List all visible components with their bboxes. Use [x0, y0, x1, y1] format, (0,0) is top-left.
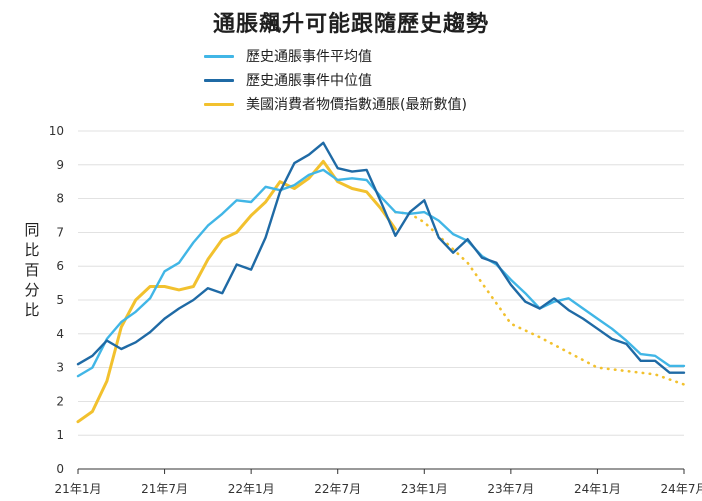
x-tick-label: 24年1月 — [574, 482, 621, 496]
legend-swatch-average — [204, 54, 234, 58]
series-line-average — [76, 168, 686, 378]
y-tick-label: 9 — [56, 158, 64, 172]
legend-item-average: 歷史通脹事件平均值 — [204, 44, 467, 68]
grid-layer — [78, 130, 684, 470]
y-tick-label: 4 — [56, 327, 64, 341]
x-tick-label: 22年7月 — [314, 482, 361, 496]
y-tick-label: 1 — [56, 428, 64, 442]
x-tick-label: 24年7月 — [661, 482, 702, 496]
legend-item-cpi: 美國消費者物價指數通脹(最新數值) — [204, 92, 467, 116]
series-line-cpi — [76, 159, 397, 424]
y-tick-label: 10 — [49, 124, 64, 138]
legend: 歷史通脹事件平均值 歷史通脹事件中位值 美國消費者物價指數通脹(最新數值) — [204, 44, 467, 116]
series-line-cpi-projection — [394, 210, 686, 386]
y-axis-label-char: 比 — [24, 241, 40, 259]
y-tick-label: 2 — [56, 394, 64, 408]
y-axis-label-char: 分 — [24, 281, 40, 299]
x-tick-label: 23年7月 — [487, 482, 534, 496]
y-tick-labels: 0 1 2 3 4 5 6 7 8 9 10 — [49, 124, 64, 476]
y-tick-label: 3 — [56, 361, 64, 375]
series-layer — [76, 141, 686, 424]
y-tick-label: 8 — [56, 192, 64, 206]
series-line-median — [76, 141, 686, 374]
legend-label-cpi: 美國消費者物價指數通脹(最新數值) — [246, 97, 467, 113]
y-tick-label: 7 — [56, 225, 64, 239]
y-tick-label: 5 — [56, 293, 64, 307]
legend-swatch-median — [204, 78, 234, 82]
y-axis-label-char: 同 — [24, 221, 40, 239]
y-tick-label: 6 — [56, 259, 64, 273]
y-tick-label: 0 — [56, 462, 64, 476]
legend-label-average: 歷史通脹事件平均值 — [246, 49, 372, 65]
legend-swatch-cpi — [204, 102, 234, 106]
x-tick-label: 21年1月 — [55, 482, 102, 496]
y-axis-label-char: 比 — [24, 301, 40, 319]
y-axis-label: 同比百分比 — [22, 220, 42, 320]
x-tick-labels: 21年1月 21年7月 22年1月 22年7月 23年1月 23年7月 24年1月 24年7月 — [55, 469, 702, 496]
chart-title: 通脹飆升可能跟隨歷史趨勢 — [212, 12, 489, 37]
x-tick-label: 21年7月 — [141, 482, 188, 496]
legend-item-median: 歷史通脹事件中位值 — [204, 68, 467, 92]
legend-label-median: 歷史通脹事件中位值 — [246, 73, 372, 89]
y-axis-label-char: 百 — [24, 261, 40, 279]
x-tick-label: 23年1月 — [401, 482, 448, 496]
x-tick-label: 22年1月 — [228, 482, 275, 496]
